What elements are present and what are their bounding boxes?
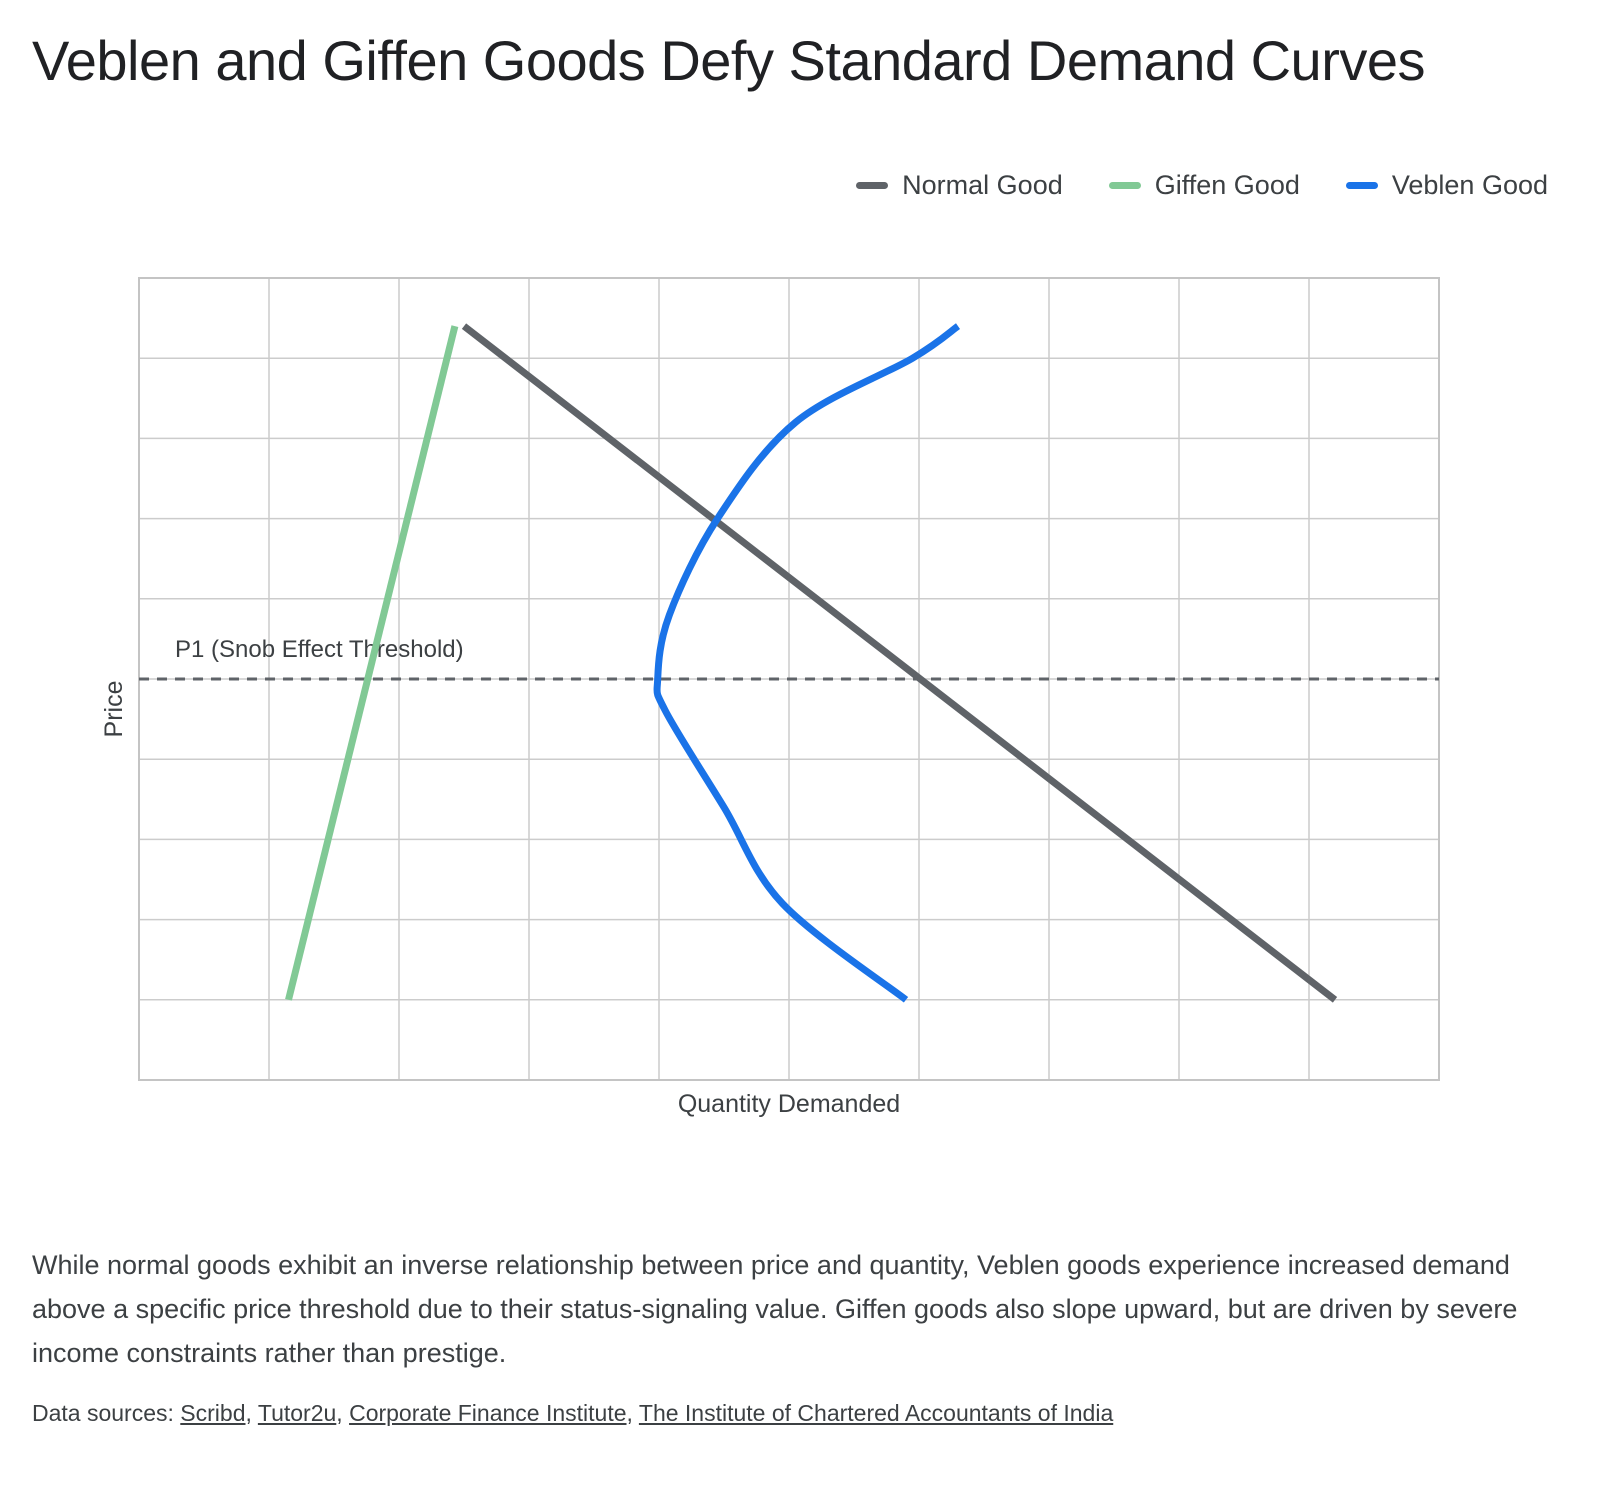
demand-curves-chart: P1 (Snob Effect Threshold) Quantity Dema…	[100, 277, 1440, 1118]
threshold-label: P1 (Snob Effect Threshold)	[175, 636, 464, 663]
legend-item-normal-good[interactable]: Normal Good	[856, 170, 1063, 201]
source-link-tutor2u[interactable]: Tutor2u	[257, 1400, 337, 1426]
legend-label-giffen-good: Giffen Good	[1154, 170, 1300, 200]
source-link-cfi[interactable]: Corporate Finance Institute	[349, 1400, 627, 1426]
legend-item-giffen-good[interactable]: Giffen Good	[1108, 170, 1300, 201]
source-link-icai[interactable]: The Institute of Chartered Accountants o…	[638, 1400, 1114, 1426]
chart-caption: While normal goods exhibit an inverse re…	[32, 1250, 1518, 1368]
chart-title: Veblen and Giffen Goods Defy Standard De…	[32, 29, 1425, 92]
series-layer	[285, 323, 1338, 1003]
legend: Normal Good Giffen Good Veblen Good	[856, 170, 1548, 201]
series-line-normal-good	[461, 323, 1338, 1003]
data-sources: Data sources: Scribd, Tutor2u, Corporate…	[32, 1400, 1114, 1426]
legend-swatch-veblen-good	[1345, 182, 1378, 189]
legend-swatch-normal-good	[856, 182, 889, 189]
series-line-veblen-good	[653, 323, 961, 1003]
series-line-giffen-good	[285, 325, 459, 1001]
legend-item-veblen-good[interactable]: Veblen Good	[1345, 170, 1548, 201]
legend-swatch-giffen-good	[1108, 182, 1141, 189]
legend-label-normal-good: Normal Good	[902, 170, 1063, 200]
x-axis-label: Quantity Demanded	[678, 1090, 900, 1118]
y-axis-label: Price	[100, 681, 128, 738]
source-link-scribd[interactable]: Scribd	[180, 1400, 246, 1426]
sources-prefix: Data sources:	[32, 1400, 181, 1426]
legend-label-veblen-good: Veblen Good	[1391, 170, 1548, 200]
